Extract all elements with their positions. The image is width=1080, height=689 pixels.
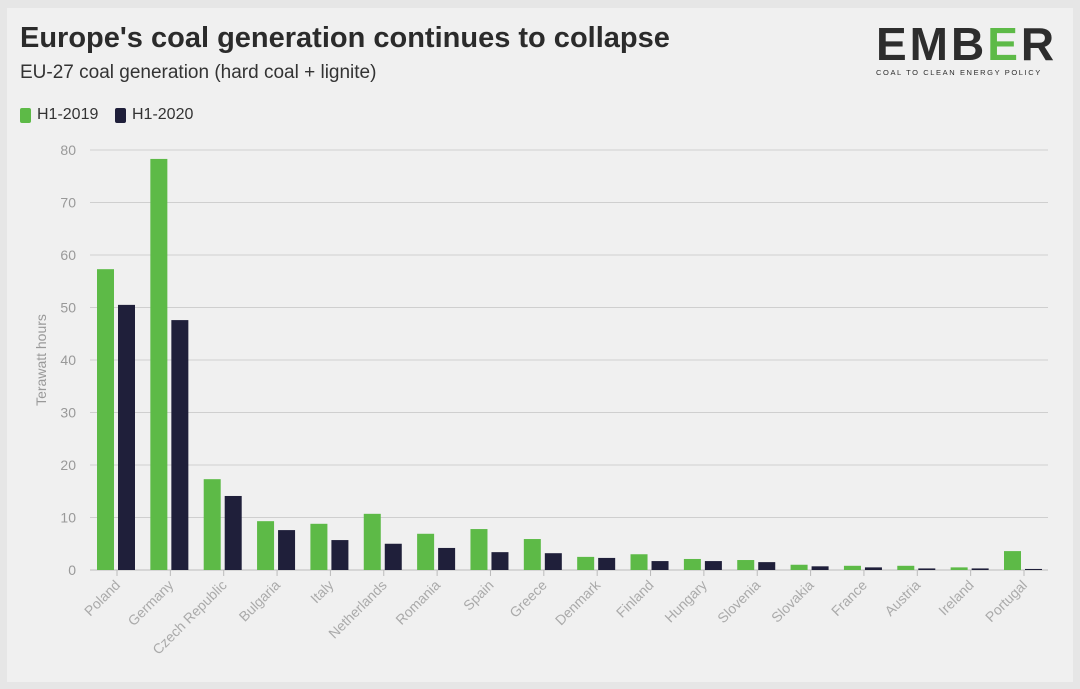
- x-tick-label: Greece: [506, 577, 550, 621]
- bar-h1-2019-romania: [417, 533, 435, 570]
- bar-h1-2019-netherlands: [363, 513, 381, 570]
- chart-title: Europe's coal generation continues to co…: [20, 22, 670, 54]
- bar-h1-2019-denmark: [577, 556, 595, 570]
- bar-h1-2020-spain: [491, 552, 509, 570]
- y-tick-label: 30: [60, 405, 76, 421]
- x-tick-label: Denmark: [552, 576, 604, 628]
- legend-swatch: [115, 107, 126, 123]
- bar-h1-2019-spain: [470, 529, 488, 570]
- bar-h1-2020-finland: [651, 561, 669, 570]
- x-tick-label: Germany: [124, 577, 176, 629]
- y-tick-label: 10: [60, 510, 76, 526]
- bar-h1-2020-hungary: [704, 561, 722, 570]
- bar-h1-2020-netherlands: [384, 543, 402, 570]
- bar-h1-2019-italy: [310, 523, 328, 570]
- chart-subtitle: EU-27 coal generation (hard coal + ligni…: [20, 62, 377, 83]
- bar-h1-2019-slovakia: [790, 564, 808, 570]
- bar-h1-2020-france: [864, 567, 882, 570]
- y-tick-label: 50: [60, 300, 76, 316]
- legend-item-h1-2019: H1-2019: [20, 106, 98, 124]
- x-tick-label: Austria: [881, 577, 923, 619]
- x-tick-label: Portugal: [982, 577, 1030, 625]
- bar-h1-2019-bulgaria: [257, 521, 275, 570]
- y-tick-label: 70: [60, 195, 76, 211]
- bar-h1-2020-greece: [544, 553, 562, 570]
- legend-item-h1-2020: H1-2020: [115, 106, 193, 124]
- bar-h1-2019-france: [843, 565, 861, 570]
- legend-label: H1-2020: [132, 106, 194, 123]
- x-tick-label: France: [828, 577, 870, 619]
- bar-h1-2019-finland: [630, 554, 648, 570]
- bar-h1-2020-czech-republic: [224, 495, 242, 570]
- y-axis-label: Terawatt hours: [33, 314, 49, 406]
- bar-h1-2019-slovenia: [737, 560, 755, 570]
- bar-h1-2019-czech-republic: [203, 479, 221, 570]
- bar-h1-2020-ireland: [971, 568, 989, 570]
- x-tick-label: Ireland: [935, 577, 977, 619]
- y-tick-label: 80: [60, 142, 76, 158]
- bar-h1-2019-germany: [150, 158, 168, 571]
- y-tick-label: 40: [60, 352, 76, 368]
- bar-h1-2020-poland: [118, 304, 135, 570]
- x-tick-label: Romania: [392, 577, 443, 628]
- bar-h1-2020-germany: [171, 320, 189, 570]
- x-tick-label: Slovakia: [768, 577, 817, 626]
- bar-h1-2020-portugal: [1025, 568, 1042, 570]
- ember-logo: EMBER COAL TO CLEAN ENERGY POLICY: [876, 18, 1058, 77]
- bar-h1-2019-greece: [523, 539, 541, 570]
- bar-h1-2019-portugal: [1004, 551, 1021, 570]
- bar-h1-2020-italy: [331, 540, 349, 570]
- bar-h1-2020-slovakia: [811, 566, 829, 570]
- x-tick-label: Italy: [307, 577, 336, 606]
- x-tick-label: Bulgaria: [236, 577, 284, 625]
- bar-h1-2019-poland: [97, 269, 114, 570]
- bar-h1-2019-hungary: [683, 558, 701, 570]
- y-tick-label: 60: [60, 247, 76, 263]
- legend-swatch: [20, 107, 31, 123]
- bar-h1-2020-slovenia: [758, 562, 776, 570]
- bar-h1-2019-ireland: [950, 567, 968, 570]
- x-tick-label: Poland: [81, 577, 123, 619]
- bar-h1-2019-austria: [897, 565, 915, 570]
- x-tick-label: Finland: [613, 577, 657, 621]
- bar-h1-2020-romania: [438, 547, 456, 570]
- y-tick-label: 0: [68, 562, 76, 578]
- bar-h1-2020-denmark: [598, 557, 616, 570]
- legend-label: H1-2019: [37, 106, 99, 123]
- bar-h1-2020-austria: [918, 568, 936, 570]
- x-tick-label: Spain: [460, 577, 497, 614]
- x-tick-label: Hungary: [661, 577, 710, 626]
- bar-h1-2020-bulgaria: [278, 530, 296, 570]
- y-tick-label: 20: [60, 457, 76, 473]
- x-tick-label: Slovenia: [714, 577, 763, 626]
